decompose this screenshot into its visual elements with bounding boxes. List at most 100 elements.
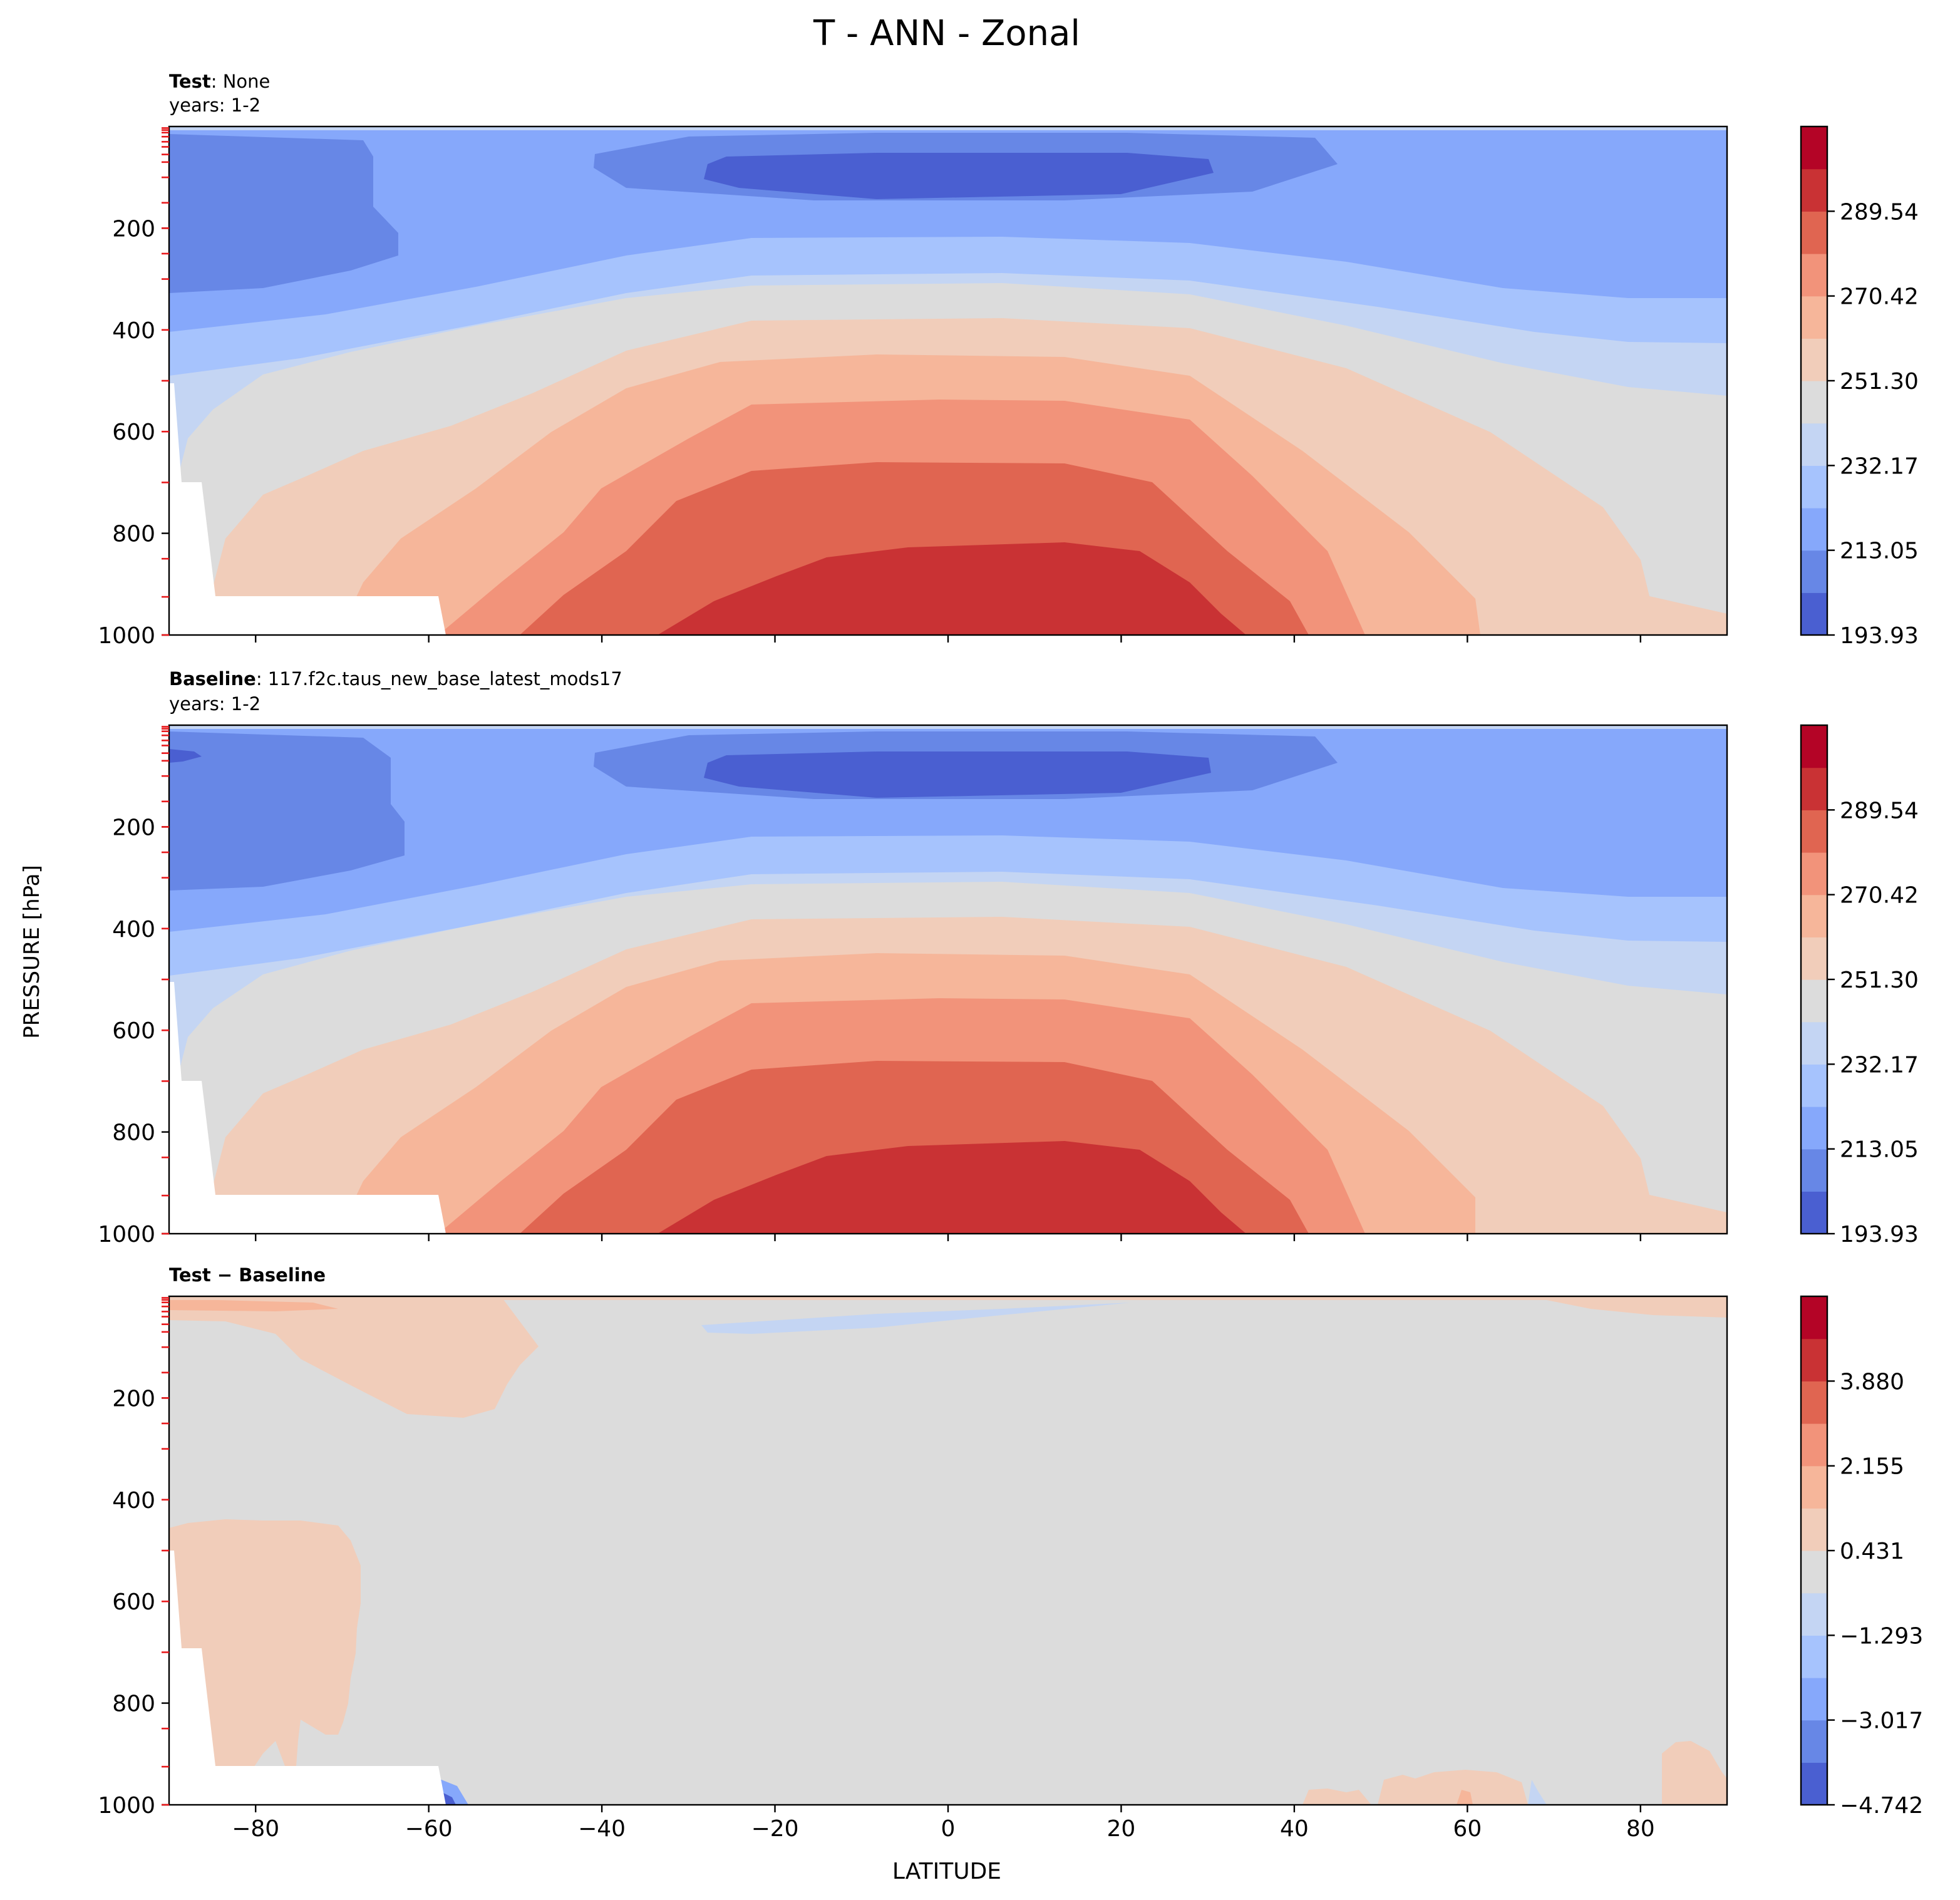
contour-band [658, 542, 1246, 635]
contour-band [169, 731, 405, 891]
colorbar-band [1801, 1107, 1827, 1150]
colorbar-band [1801, 725, 1827, 768]
contour-band [169, 1299, 338, 1311]
colorbar-tick-label: 251.30 [1840, 968, 1919, 993]
y-tick-label: 800 [112, 522, 155, 547]
colorbar-tick-label: 232.17 [1840, 1052, 1919, 1078]
colorbar-band [1801, 211, 1827, 254]
colorbar-band [1801, 1338, 1827, 1381]
y-tick-label: 600 [112, 420, 155, 445]
x-tick-label: 60 [1453, 1816, 1482, 1842]
colorbar-band [1801, 168, 1827, 212]
panel-diff-colorbar-bands [1801, 1296, 1827, 1805]
colorbar-band [1801, 1762, 1827, 1805]
panel-baseline-colorbar-ticks: 193.93 213.05 232.17 251.30 270.42 289.54 [1827, 798, 1919, 1247]
y-tick-label: 600 [112, 1018, 155, 1044]
y-tick-label: 200 [112, 1386, 155, 1412]
colorbar-tick-label: 213.05 [1840, 539, 1919, 564]
panel-diff: Test − Baseline −80 −60 −40 −20 0 20 40 60 80 200… [98, 1264, 1923, 1842]
colorbar-band [1801, 767, 1827, 810]
colorbar-band [1801, 1423, 1827, 1467]
panel-baseline-label: Baseline: 117.f2c.taus_new_base_latest_m… [169, 668, 622, 689]
colorbar-band [1801, 1635, 1827, 1678]
panel-baseline: Baseline: 117.f2c.taus_new_base_latest_m… [98, 668, 1919, 1247]
colorbar-band [1801, 894, 1827, 937]
colorbar-band [1801, 550, 1827, 593]
y-tick-label: 200 [112, 216, 155, 242]
colorbar-tick-label: 289.54 [1840, 199, 1919, 225]
colorbar-band [1801, 465, 1827, 509]
y-tick-label: 800 [112, 1691, 155, 1717]
y-tick-label: 400 [112, 917, 155, 942]
x-tick-label: 0 [941, 1816, 956, 1842]
contour-band [169, 1296, 539, 1418]
colorbar-band [1801, 338, 1827, 381]
colorbar-band [1801, 1296, 1827, 1340]
colorbar-tick-label: 0.431 [1840, 1539, 1904, 1564]
colorbar-band [1801, 508, 1827, 551]
panel-test-label-bold: Test [169, 71, 211, 92]
panel-test-colorbar-bands [1801, 126, 1827, 636]
colorbar-tick-label: 193.93 [1840, 1222, 1919, 1247]
y-tick-label: 1000 [98, 1793, 155, 1819]
contour-band [169, 134, 398, 293]
y-tick-label: 400 [112, 1488, 155, 1514]
panel-baseline-label-bold: Baseline [169, 668, 256, 689]
colorbar-band [1801, 381, 1827, 424]
panel-test-contours [169, 126, 1727, 635]
colorbar-band [1801, 1678, 1827, 1721]
panel-test-colorbar-ticks: 193.93 213.05 232.17 251.30 270.42 289.54 [1827, 199, 1919, 649]
panel-test-colorbar: 193.93 213.05 232.17 251.30 270.42 289.54 [1800, 125, 1919, 649]
colorbar-band [1801, 423, 1827, 466]
y-tick-label: 600 [112, 1589, 155, 1615]
colorbar-band [1801, 1465, 1827, 1509]
panel-test: Test: None years: 1-2 200 400 600 800 1000 1… [98, 71, 1919, 649]
y-axis-label: PRESSURE [hPa] [19, 865, 44, 1038]
colorbar-tick-label: 2.155 [1840, 1454, 1904, 1480]
colorbar-band [1801, 1191, 1827, 1234]
panel-diff-colorbar-ticks: −4.742 −3.017 −1.293 0.431 2.155 3.880 [1827, 1369, 1923, 1819]
panel-diff-label-bold: Test − Baseline [169, 1264, 326, 1286]
x-tick-label: −40 [578, 1816, 626, 1842]
panel-baseline-subtitle: years: 1-2 [169, 693, 260, 715]
x-tick-label: −20 [751, 1816, 799, 1842]
colorbar-band [1801, 1720, 1827, 1763]
panel-diff-contours [169, 1296, 1727, 1805]
panel-baseline-colorbar-bands [1801, 725, 1827, 1234]
colorbar-tick-label: 3.880 [1840, 1369, 1904, 1395]
y-tick-label: 200 [112, 815, 155, 840]
colorbar-band [1801, 1551, 1827, 1594]
missing-data-region [169, 1551, 446, 1805]
contour-band [1540, 1296, 1727, 1318]
contour-band [658, 1141, 1246, 1234]
colorbar-tick-label: 232.17 [1840, 453, 1919, 479]
colorbar-band [1801, 979, 1827, 1023]
colorbar-tick-label: 270.42 [1840, 883, 1919, 909]
x-tick-label: 20 [1107, 1816, 1136, 1842]
missing-data-region [169, 383, 446, 635]
missing-data-region [169, 982, 446, 1234]
colorbar-tick-label: 289.54 [1840, 798, 1919, 824]
contour-band [169, 1519, 361, 1805]
contour-band [442, 1792, 456, 1805]
colorbar-band [1801, 592, 1827, 636]
model-top-band [169, 725, 1727, 729]
colorbar-tick-label: 193.93 [1840, 623, 1919, 649]
panel-test-subtitle: years: 1-2 [169, 95, 260, 116]
x-tick-label: 80 [1626, 1816, 1655, 1842]
panel-baseline-contours [169, 725, 1727, 1234]
colorbar-tick-label: 213.05 [1840, 1137, 1919, 1163]
x-axis-label: LATITUDE [892, 1859, 1001, 1884]
figure-title: T - ANN - Zonal [813, 13, 1080, 54]
panel-diff-colorbar: −4.742 −3.017 −1.293 0.431 2.155 3.880 [1800, 1295, 1923, 1819]
contour-band [1302, 1789, 1371, 1805]
contour-band [169, 749, 202, 763]
colorbar-band [1801, 937, 1827, 980]
contour-band [1378, 1770, 1528, 1805]
colorbar-tick-label: −4.742 [1840, 1793, 1923, 1819]
colorbar-band [1801, 1381, 1827, 1424]
colorbar-band [1801, 296, 1827, 339]
x-tick-label: −80 [232, 1816, 279, 1842]
colorbar-tick-label: −1.293 [1840, 1623, 1923, 1649]
